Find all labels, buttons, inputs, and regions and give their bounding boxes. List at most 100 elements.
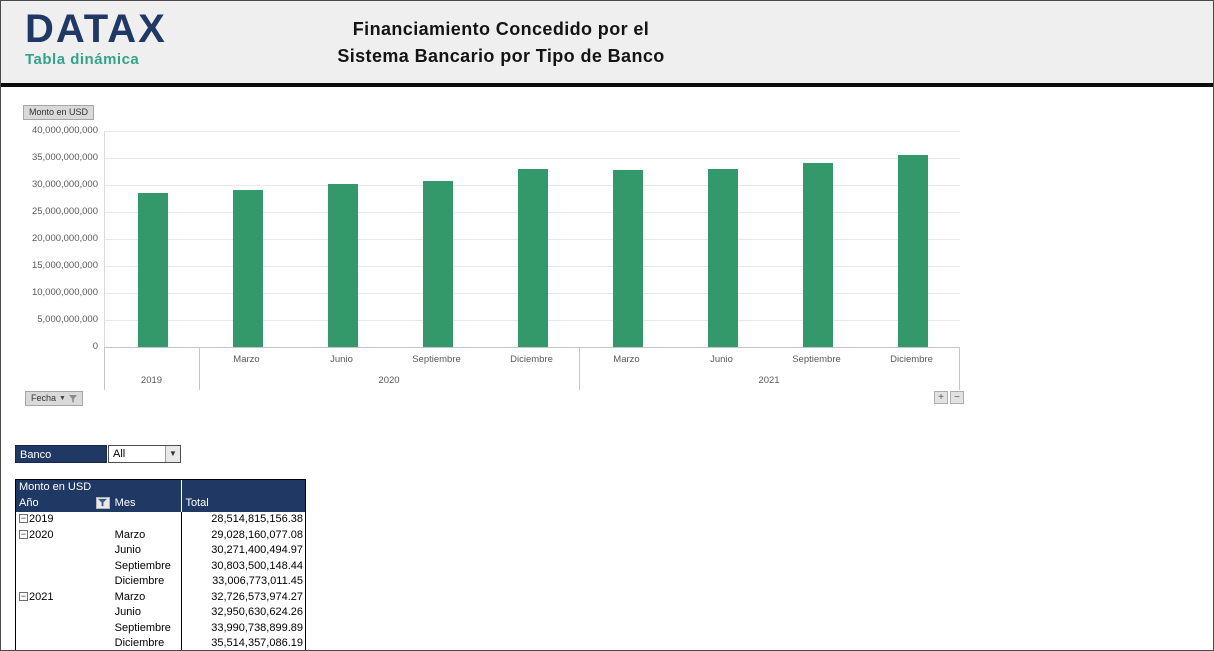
- total-cell: 32,726,573,974.27: [181, 589, 305, 605]
- chart-plot-area: [104, 131, 960, 348]
- total-cell: 30,271,400,494.97: [181, 543, 305, 559]
- month-cell: Diciembre: [114, 575, 165, 587]
- total-cell: 32,950,630,624.26: [181, 605, 305, 621]
- x-month-label: Diciembre: [890, 354, 933, 365]
- column-header-year: Año: [16, 496, 112, 512]
- filter-dropdown-value: All: [113, 448, 126, 460]
- gridline: [105, 131, 960, 132]
- year-cell: −2019: [16, 512, 112, 528]
- pivot-table-title-row: Monto en USD: [16, 480, 305, 496]
- y-tick-label: 10,000,000,000: [31, 287, 98, 298]
- y-tick-label: 30,000,000,000: [31, 179, 98, 190]
- x-axis-separator: [959, 347, 960, 390]
- axis-field-button[interactable]: Fecha ▼: [25, 391, 83, 406]
- chart-bar: [898, 155, 928, 347]
- year-cell: [16, 605, 112, 621]
- x-axis-separator: [579, 347, 580, 390]
- year-cell: −2021: [16, 590, 112, 606]
- x-month-label: Marzo: [233, 354, 260, 365]
- axis-field-label: Fecha: [31, 393, 57, 403]
- table-row: Junio 30,271,400,494.97: [16, 543, 305, 559]
- page-title-line2: Sistema Bancario por Tipo de Banco: [337, 46, 665, 66]
- y-tick-label: 5,000,000,000: [37, 314, 98, 325]
- page-title: Financiamiento Concedido por el Sistema …: [271, 16, 731, 70]
- table-row: Diciembre 33,006,773,011.45: [16, 574, 305, 590]
- chart-bar: [423, 181, 453, 347]
- year-cell: [16, 636, 112, 650]
- month-cell: Junio: [114, 606, 141, 618]
- y-tick-label: 0: [92, 341, 98, 352]
- chart-bar: [803, 163, 833, 347]
- x-month-label: Junio: [330, 354, 353, 365]
- y-tick-label: 35,000,000,000: [31, 152, 98, 163]
- x-year-label: 2019: [140, 375, 163, 386]
- x-year-label: 2021: [758, 375, 780, 386]
- month-cell: Diciembre: [114, 637, 165, 649]
- logo-subtitle: Tabla dinámica: [25, 51, 140, 68]
- pivot-table-header-row: Año Mes Total: [16, 496, 305, 512]
- chart-bar: [518, 169, 548, 347]
- y-tick-label: 15,000,000,000: [31, 260, 98, 271]
- month-cell: Septiembre: [114, 621, 171, 634]
- month-cell: Junio: [114, 544, 141, 556]
- expand-field-button[interactable]: +: [934, 391, 948, 404]
- year-cell-label: 2021: [29, 590, 54, 603]
- value-field-button[interactable]: Monto en USD: [23, 105, 95, 120]
- chart-bar: [138, 193, 168, 347]
- x-axis-separator: [199, 347, 200, 390]
- table-row: −2021 Marzo 32,726,573,974.27: [16, 589, 305, 606]
- x-axis-separator: [104, 347, 105, 390]
- x-month-label: Septiembre: [412, 354, 461, 365]
- chart-bar: [708, 169, 738, 347]
- filter-funnel-icon: [68, 394, 77, 402]
- filter-dropdown-arrow-icon[interactable]: ▼: [165, 446, 180, 462]
- collapse-icon[interactable]: −: [19, 513, 28, 523]
- x-year-label: 2020: [378, 375, 400, 386]
- year-cell: [16, 559, 112, 575]
- chart-bar: [233, 190, 263, 347]
- table-row: Diciembre 35,514,357,086.19: [16, 636, 305, 650]
- table-row: −2020 Marzo 29,028,160,077.08: [16, 527, 305, 543]
- month-cell: Marzo: [114, 528, 146, 541]
- year-filter-icon[interactable]: [95, 497, 110, 509]
- logo: DATAX Tabla dinámica: [25, 9, 167, 68]
- total-cell: 28,514,815,156.38: [181, 512, 305, 528]
- year-cell: [16, 574, 112, 590]
- pivot-value-field-header: Monto en USD: [19, 481, 92, 493]
- table-row: Junio 32,950,630,624.26: [16, 605, 305, 621]
- y-tick-label: 40,000,000,000: [31, 125, 98, 136]
- filter-dropdown[interactable]: All ▼: [108, 445, 181, 463]
- header-banner: DATAX Tabla dinámica Financiamiento Conc…: [1, 1, 1213, 87]
- column-header-year-label: Año: [19, 497, 39, 509]
- total-cell: 35,514,357,086.19: [181, 636, 305, 650]
- gridline: [105, 158, 960, 159]
- year-cell: [16, 543, 112, 559]
- pivot-table-body: −2019 28,514,815,156.38−2020 Marzo 29,028,1…: [16, 512, 305, 650]
- y-tick-label: 20,000,000,000: [31, 233, 98, 244]
- column-header-total: Total: [181, 496, 305, 512]
- month-cell: Septiembre: [114, 559, 171, 572]
- x-month-label: Septiembre: [792, 354, 841, 365]
- pivot-title-row-spacer: [181, 480, 305, 496]
- column-header-month: Mes: [114, 497, 136, 509]
- x-month-label: Diciembre: [510, 354, 553, 365]
- filter-field-label: Banco: [15, 445, 107, 463]
- total-cell: 33,990,738,899.89: [181, 620, 305, 636]
- y-tick-label: 25,000,000,000: [31, 206, 98, 217]
- page-title-line1: Financiamiento Concedido por el: [352, 19, 650, 39]
- chart-bar: [328, 184, 358, 347]
- year-cell: [16, 621, 112, 637]
- x-month-label: Marzo: [613, 354, 640, 365]
- total-cell: 33,006,773,011.45: [181, 574, 305, 590]
- month-cell: Marzo: [114, 590, 146, 603]
- table-row: Septiembre 33,990,738,899.89: [16, 620, 305, 637]
- collapse-icon[interactable]: −: [19, 590, 28, 601]
- collapse-icon[interactable]: −: [19, 528, 28, 539]
- chart-bar: [613, 170, 643, 347]
- collapse-field-button[interactable]: −: [950, 391, 964, 404]
- table-row: −2019 28,514,815,156.38: [16, 512, 305, 528]
- total-cell: 30,803,500,148.44: [181, 558, 305, 574]
- logo-title: DATAX: [25, 7, 167, 51]
- x-month-label: Junio: [710, 354, 733, 365]
